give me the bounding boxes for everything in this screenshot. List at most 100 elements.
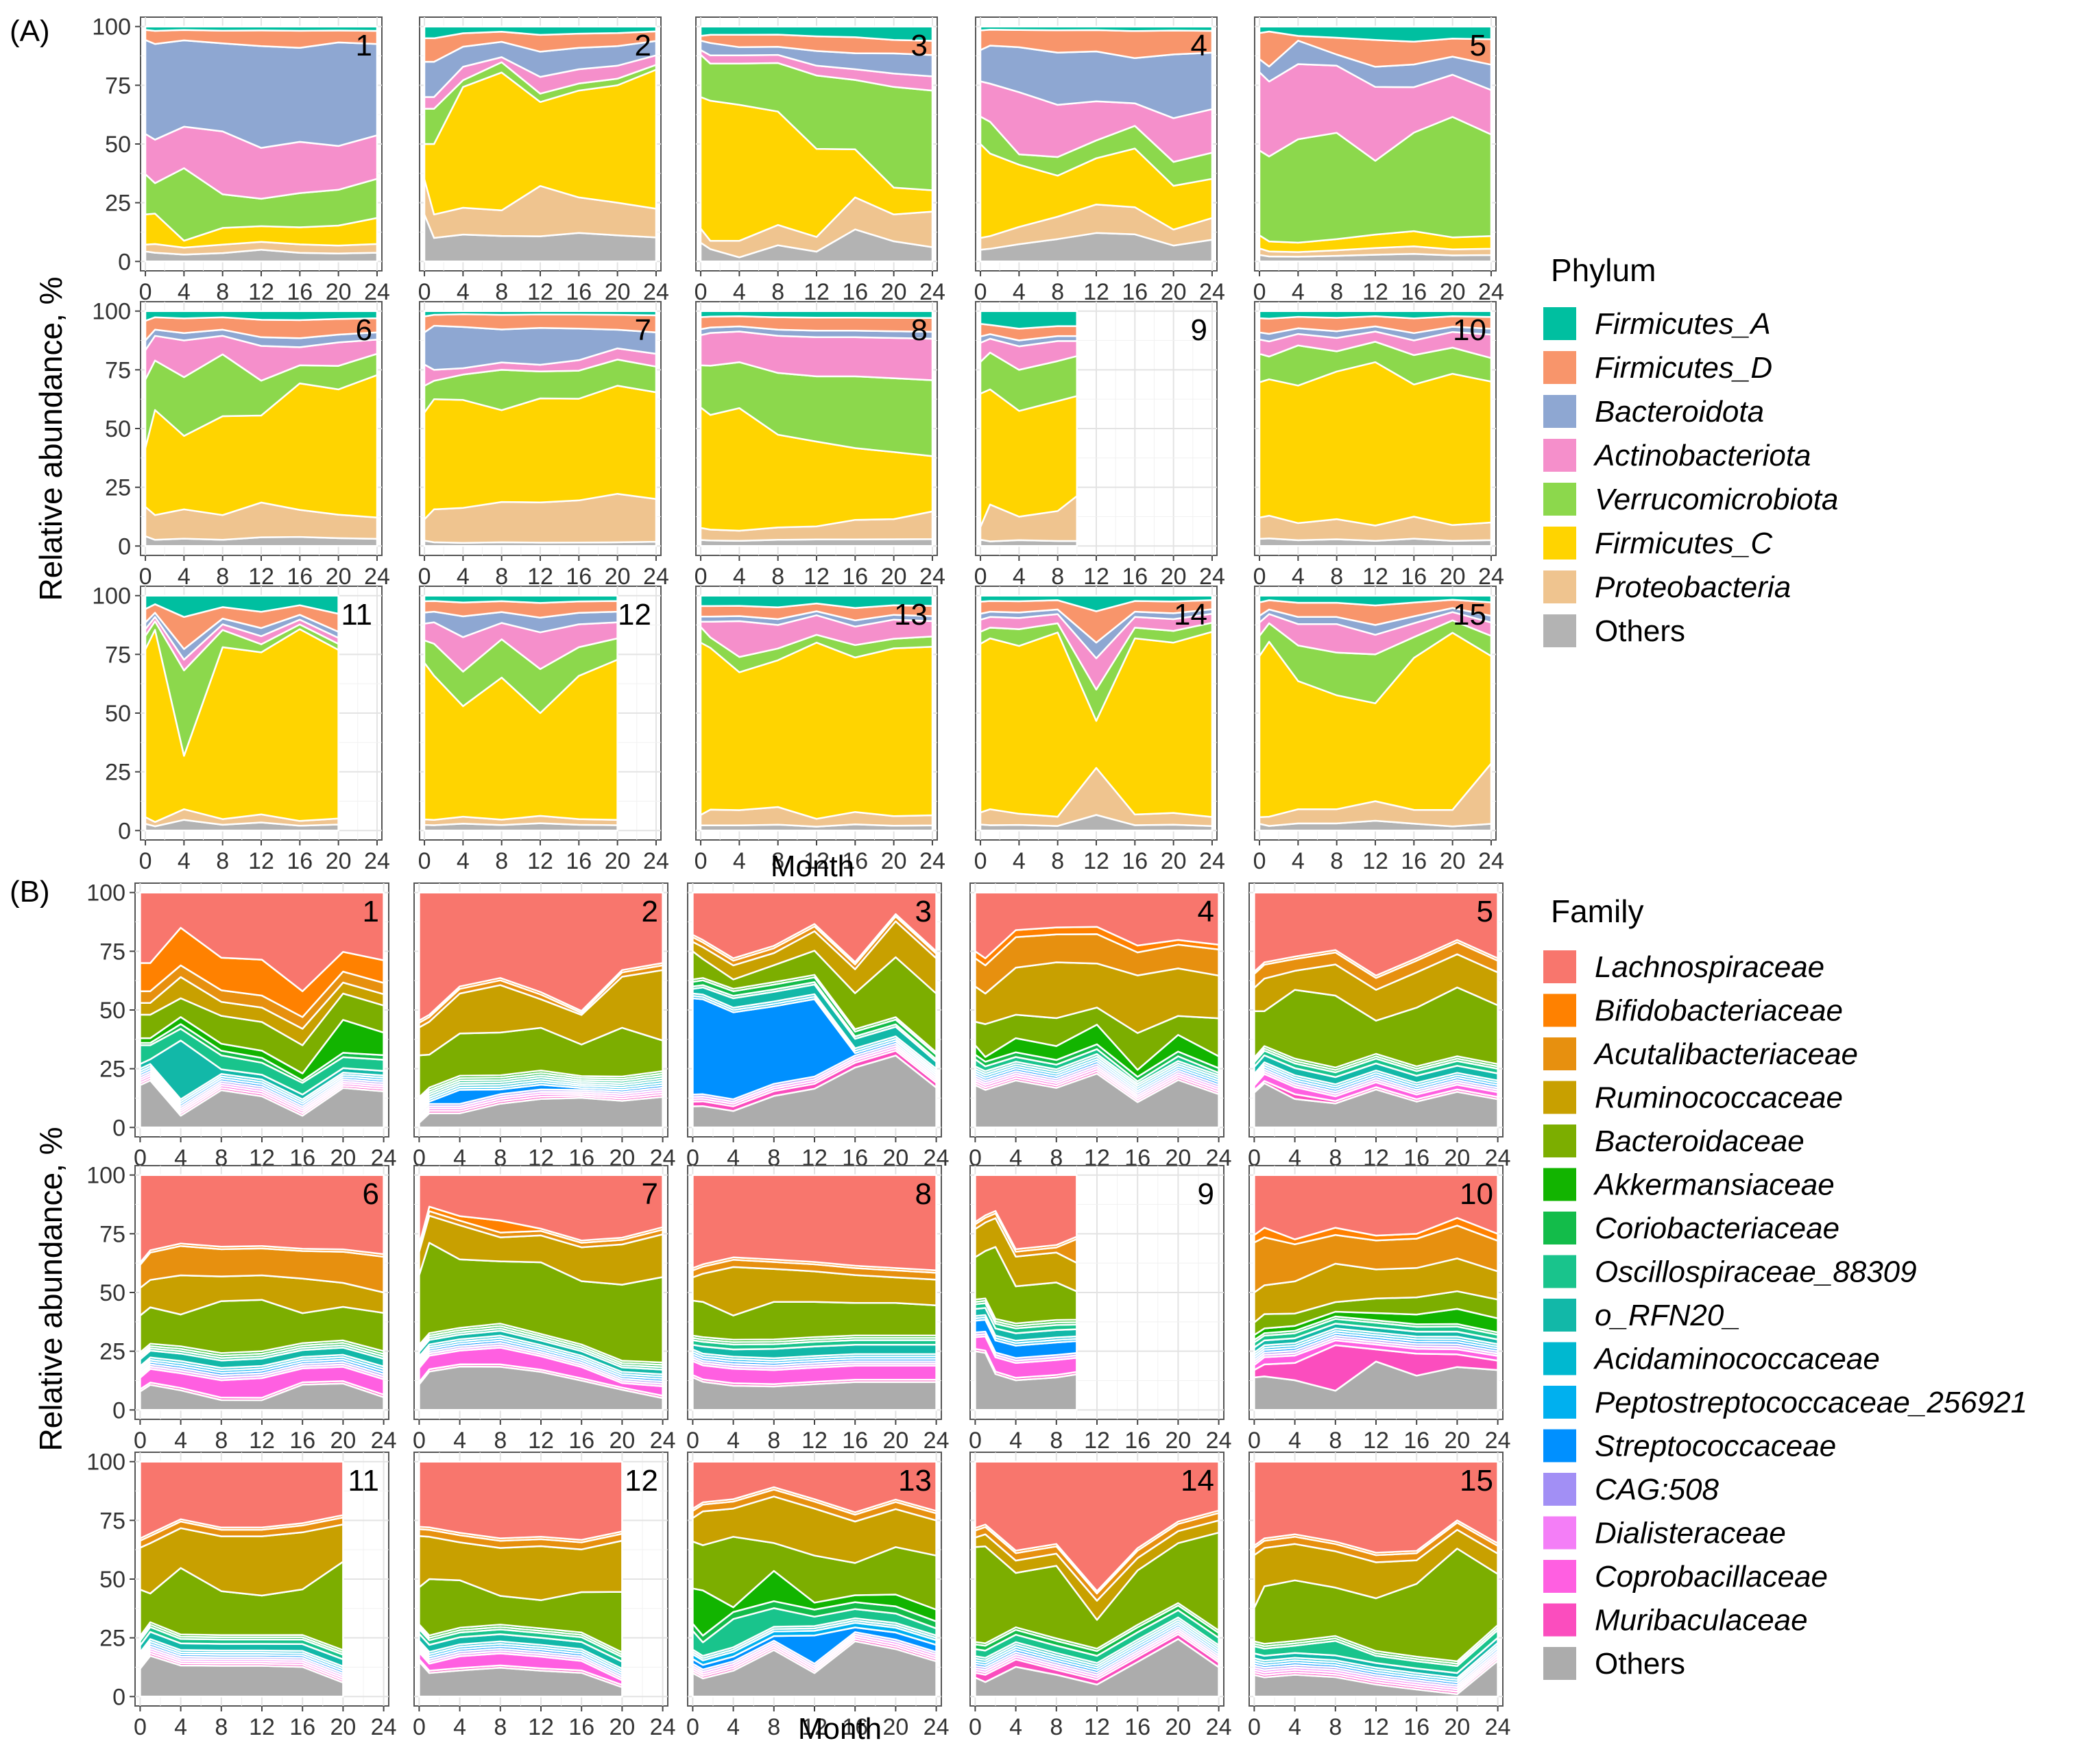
x-tick-label: 16 xyxy=(289,1428,315,1454)
x-tick-label: 12 xyxy=(1362,279,1388,305)
x-tick-label: 0 xyxy=(969,1145,982,1171)
x-tick-label: 16 xyxy=(1122,279,1148,305)
area-lachnospiraceae xyxy=(974,1174,1078,1251)
x-tick-label: 20 xyxy=(609,1428,635,1454)
x-tick-label: 8 xyxy=(1050,1428,1063,1454)
x-tick-label: 12 xyxy=(527,279,553,305)
area-lachnospiraceae xyxy=(418,1174,664,1246)
x-tick-label: 0 xyxy=(1248,1428,1261,1454)
facet-label: 11 xyxy=(348,1464,379,1498)
x-tick-label: 16 xyxy=(842,1714,868,1740)
legend-label: Ruminococcaceae xyxy=(1595,1081,1843,1115)
x-tick-label: 24 xyxy=(1206,1714,1232,1740)
x-tick-label: 0 xyxy=(974,848,987,874)
x-tick-label: 0 xyxy=(1253,564,1266,590)
x-tick-label: 16 xyxy=(568,1714,594,1740)
y-tick-label: 0 xyxy=(118,249,131,275)
legend-item: Bacteroidota xyxy=(1542,394,1764,429)
x-tick-label: 16 xyxy=(289,1714,315,1740)
x-tick-label: 16 xyxy=(842,279,868,305)
area-firmicutes-a xyxy=(423,310,657,317)
area-firmicutes-a xyxy=(979,594,1214,612)
x-tick-label: 0 xyxy=(695,279,708,305)
legend-swatch xyxy=(1542,306,1578,341)
x-tick-label: 24 xyxy=(924,1714,950,1740)
legend-label: Oscillospiraceae_88309 xyxy=(1595,1255,1917,1289)
legend-item: Firmicutes_C xyxy=(1542,525,1773,561)
legend-item: Firmicutes_D xyxy=(1542,350,1772,385)
x-tick-label: 8 xyxy=(771,848,784,874)
x-tick-label: 16 xyxy=(1122,564,1148,590)
panel-b-label: (B) xyxy=(10,875,50,909)
facet-label: 9 xyxy=(1191,313,1207,347)
area-firmicutes-a xyxy=(1258,310,1493,320)
x-tick-label: 24 xyxy=(364,279,390,305)
x-tick-label: 4 xyxy=(1009,1428,1022,1454)
x-tick-label: 8 xyxy=(767,1714,780,1740)
x-tick-label: 0 xyxy=(418,848,431,874)
x-tick-label: 12 xyxy=(1363,1714,1389,1740)
area-firmicutes-c xyxy=(1258,361,1493,527)
facet-9: 9 0 4 8 12 16 20 24 xyxy=(974,301,1225,590)
facet-14: 14 0 4 8 12 16 20 24 xyxy=(974,586,1225,874)
facet-3: 30 4 8 12 16 20 24 xyxy=(686,882,950,1171)
legend-item: CAG:508 xyxy=(1542,1471,1719,1507)
facet-label: 4 xyxy=(1191,29,1207,62)
x-tick-label: 20 xyxy=(882,1714,908,1740)
x-tick-label: 20 xyxy=(605,564,631,590)
x-tick-label: 12 xyxy=(527,848,553,874)
x-tick-label: 12 xyxy=(248,564,274,590)
legend-swatch xyxy=(1542,992,1578,1029)
x-tick-label: 20 xyxy=(326,848,352,874)
legend-item: Others xyxy=(1542,1646,1685,1681)
legend-label: Firmicutes_D xyxy=(1595,351,1772,385)
legend-label: Firmicutes_C xyxy=(1595,527,1773,560)
x-tick-label: 24 xyxy=(924,1428,950,1454)
facet-label: 10 xyxy=(1460,1177,1493,1211)
legend-label: Proteobacteria xyxy=(1595,570,1791,604)
x-tick-label: 24 xyxy=(1478,564,1504,590)
y-tick-label: 25 xyxy=(99,1057,125,1083)
legend-item: Actinobacteriota xyxy=(1542,437,1811,473)
x-tick-label: 4 xyxy=(727,1428,740,1454)
legend-item: Lachnospiraceae xyxy=(1542,949,1824,985)
facet-label: 3 xyxy=(911,29,928,62)
facet-label: 2 xyxy=(642,895,658,928)
legend-swatch xyxy=(1542,949,1578,985)
legend-swatch xyxy=(1542,1646,1578,1681)
x-tick-label: 12 xyxy=(1083,564,1109,590)
legend-item: o_RFN20_ xyxy=(1542,1297,1741,1333)
x-tick-label: 24 xyxy=(1478,848,1504,874)
x-tick-label: 4 xyxy=(1288,1714,1301,1740)
x-tick-label: 20 xyxy=(330,1428,356,1454)
area-lachnospiraceae xyxy=(692,891,937,963)
x-tick-label: 12 xyxy=(1084,1428,1110,1454)
facet-7: 7 0 4 8 12 16 20 24 xyxy=(418,301,669,590)
area-firmicutes-a xyxy=(423,25,657,40)
legend-swatch xyxy=(1542,1297,1578,1333)
legend-label: Peptostreptococcaceae_256921 xyxy=(1595,1386,2027,1419)
legend-swatch xyxy=(1542,1166,1578,1203)
legend-label: Actinobacteriota xyxy=(1593,439,1811,472)
x-tick-label: 24 xyxy=(650,1428,676,1454)
x-tick-label: 8 xyxy=(215,1145,228,1171)
x-tick-label: 12 xyxy=(1083,848,1109,874)
x-tick-label: 20 xyxy=(1444,1714,1470,1740)
x-tick-label: 16 xyxy=(287,564,313,590)
x-tick-label: 12 xyxy=(1083,279,1109,305)
x-tick-label: 4 xyxy=(1013,279,1026,305)
y-tick-label: 75 xyxy=(105,73,131,99)
y-tick-label: 100 xyxy=(92,299,131,325)
y-tick-label: 50 xyxy=(99,1280,125,1306)
area-firmicutes-a xyxy=(699,594,934,609)
area-lachnospiraceae xyxy=(139,891,385,992)
x-tick-label: 8 xyxy=(1329,1714,1342,1740)
x-tick-label: 4 xyxy=(1288,1145,1301,1171)
x-tick-label: 4 xyxy=(178,564,191,590)
y-tick-label: 25 xyxy=(105,475,131,501)
facet-label: 14 xyxy=(1174,598,1207,632)
y-tick-label: 0 xyxy=(118,818,131,844)
facet-label: 8 xyxy=(911,313,928,347)
x-tick-label: 16 xyxy=(287,279,313,305)
